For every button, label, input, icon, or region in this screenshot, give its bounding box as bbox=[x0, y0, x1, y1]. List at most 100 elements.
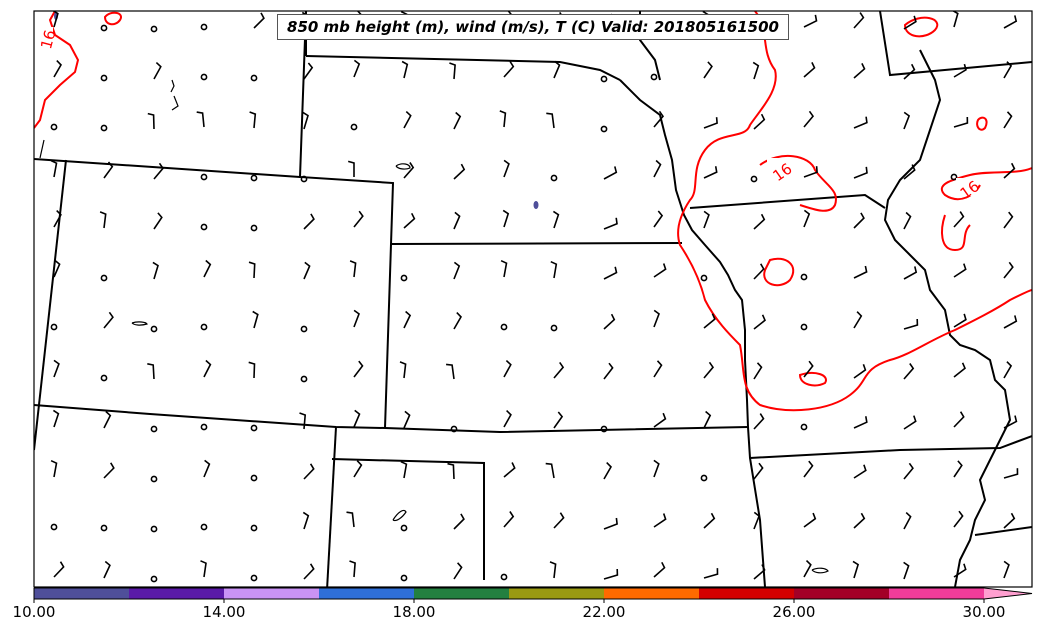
wind-barb bbox=[603, 462, 613, 480]
wind-barb bbox=[103, 161, 114, 179]
wind-barb bbox=[853, 311, 863, 329]
wind-barb bbox=[349, 260, 357, 278]
wind-barb bbox=[853, 265, 868, 279]
calm-wind-circle bbox=[50, 123, 58, 131]
calm-wind-circle bbox=[700, 274, 708, 282]
calm-wind-circle bbox=[200, 23, 208, 31]
wind-barb bbox=[503, 360, 512, 378]
calm-wind-circle bbox=[600, 75, 608, 83]
calm-wind-circle bbox=[250, 74, 258, 82]
wind-barb bbox=[302, 511, 310, 530]
calm-wind-circle bbox=[250, 424, 258, 432]
wind-barb bbox=[353, 409, 361, 428]
wind-barb bbox=[453, 211, 461, 230]
wind-barb bbox=[903, 164, 916, 180]
wind-barb bbox=[453, 513, 465, 530]
wind-barb bbox=[403, 310, 412, 329]
wind-barb bbox=[553, 512, 565, 529]
wind-barb bbox=[803, 512, 817, 528]
wind-barb bbox=[347, 160, 355, 177]
wind-barbs bbox=[50, 11, 1019, 583]
boundary-wy-co-east bbox=[298, 11, 395, 429]
wind-barb bbox=[803, 560, 812, 578]
wind-barb bbox=[853, 166, 868, 179]
colorbar-segment bbox=[224, 588, 319, 599]
wind-barb bbox=[249, 111, 257, 129]
wind-barb bbox=[248, 361, 256, 379]
wind-barb bbox=[353, 59, 361, 78]
colorbar-label-22: 22.00 bbox=[582, 603, 626, 621]
wind-barb bbox=[403, 111, 412, 129]
calm-wind-circle bbox=[700, 474, 708, 482]
wind-barb bbox=[953, 362, 966, 378]
calm-wind-circle bbox=[600, 425, 608, 433]
calm-wind-circle bbox=[100, 24, 108, 32]
calm-wind-circle bbox=[200, 73, 208, 81]
calm-wind-circle bbox=[800, 323, 808, 331]
wind-barb bbox=[1003, 211, 1014, 229]
wind-barb bbox=[303, 261, 311, 280]
calm-wind-circle bbox=[100, 124, 108, 132]
wind-barb bbox=[403, 410, 411, 429]
wind-barb bbox=[803, 360, 814, 378]
wind-barb bbox=[103, 410, 112, 429]
wind-barb bbox=[753, 362, 763, 380]
calm-wind-circle bbox=[200, 323, 208, 331]
wind-barb bbox=[953, 63, 967, 78]
wind-barb bbox=[346, 511, 355, 528]
wind-barb bbox=[703, 166, 718, 179]
wind-barb bbox=[753, 263, 765, 280]
boundary-ar-south bbox=[974, 526, 1032, 536]
colorbar-segment bbox=[699, 588, 794, 599]
wind-barb bbox=[203, 359, 212, 378]
wind-barb bbox=[953, 411, 965, 428]
calm-wind-circle bbox=[250, 574, 258, 582]
wind-barb bbox=[303, 463, 315, 480]
colorbar-segment bbox=[129, 588, 224, 599]
wind-barb bbox=[1003, 468, 1019, 479]
calm-wind-circle bbox=[150, 25, 158, 33]
wind-barb bbox=[453, 163, 466, 180]
calm-wind-circle bbox=[150, 525, 158, 533]
wind-barb bbox=[803, 62, 816, 78]
contour-16-illinois-b bbox=[941, 214, 971, 252]
colorbar-segment bbox=[319, 588, 414, 599]
wind-barb bbox=[303, 563, 315, 580]
wind-barb bbox=[302, 111, 309, 130]
wind-barb bbox=[753, 564, 766, 580]
wind-barb bbox=[50, 459, 58, 478]
wind-barb bbox=[152, 261, 159, 280]
wind-barb bbox=[803, 110, 815, 128]
wind-barb bbox=[653, 263, 667, 278]
wind-barb bbox=[853, 12, 865, 29]
lake-6 bbox=[39, 139, 45, 159]
colorbar-label-30: 30.00 bbox=[962, 603, 1006, 621]
wind-barb bbox=[303, 62, 314, 80]
wind-barb bbox=[903, 15, 917, 30]
wind-barb bbox=[99, 211, 107, 229]
wind-barb bbox=[103, 462, 115, 479]
wind-barb bbox=[653, 513, 667, 528]
wind-barb bbox=[803, 460, 814, 478]
wind-barb bbox=[50, 159, 58, 178]
boundary-co-west bbox=[34, 159, 67, 451]
wind-barb bbox=[552, 210, 560, 229]
calm-wind-circle bbox=[250, 174, 258, 182]
wind-barb bbox=[546, 112, 555, 129]
calm-wind-circle bbox=[750, 175, 758, 183]
wind-barb bbox=[203, 459, 211, 478]
wind-barb bbox=[447, 462, 455, 480]
river-mississippi bbox=[883, 49, 1012, 587]
wind-barb bbox=[503, 410, 512, 428]
wind-barb bbox=[53, 60, 62, 78]
boundary-mo-ok bbox=[747, 426, 766, 587]
wind-barb bbox=[853, 416, 868, 429]
wind-barb bbox=[603, 362, 614, 380]
wind-barb bbox=[553, 361, 565, 379]
calm-wind-circle bbox=[500, 573, 508, 581]
contour-16-ne-loop bbox=[903, 16, 939, 38]
colorbar-segment bbox=[509, 588, 604, 599]
wind-barb bbox=[903, 63, 916, 80]
wind-barb bbox=[303, 213, 315, 230]
wind-barb bbox=[453, 312, 462, 330]
